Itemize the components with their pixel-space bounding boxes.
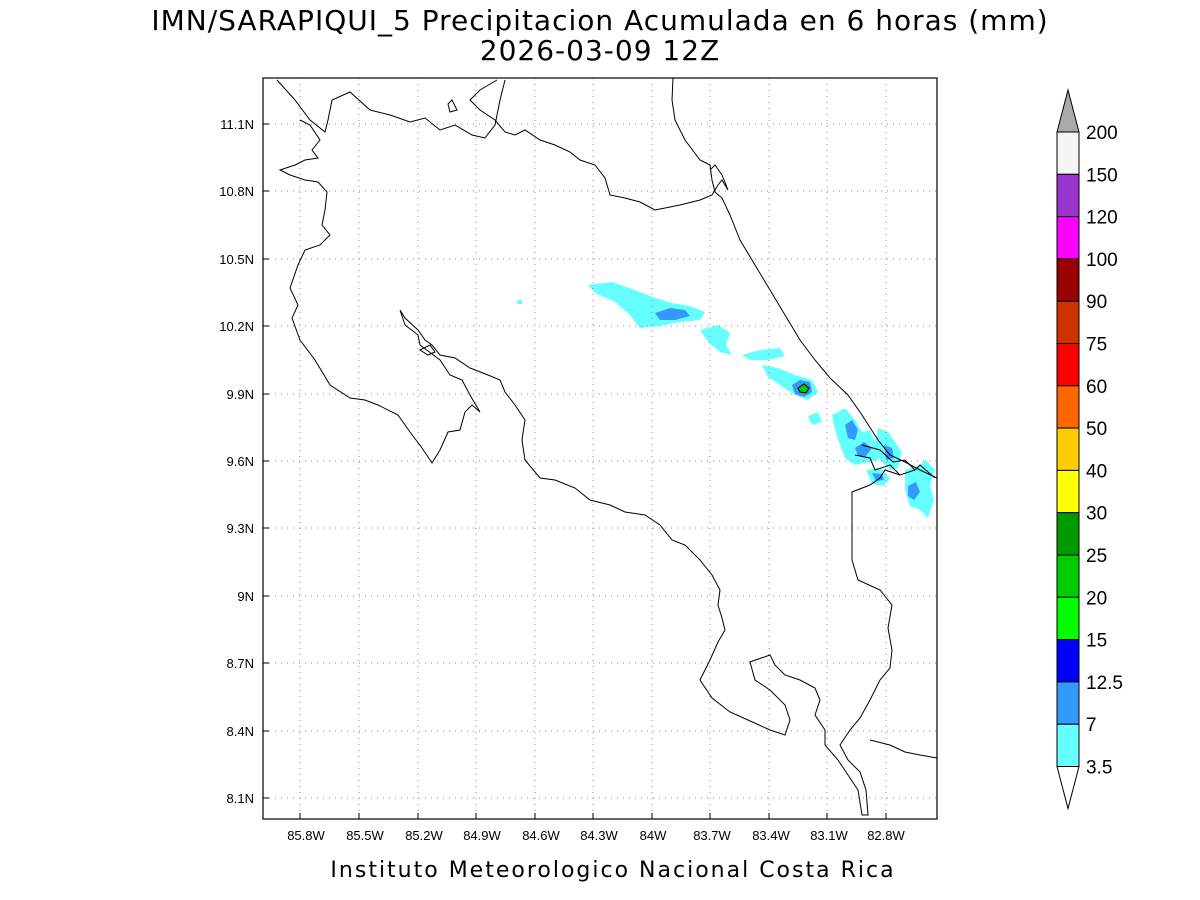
plot-frame	[262, 77, 938, 820]
lon-label: 83.7W	[693, 828, 731, 843]
lon-label: 83.1W	[810, 828, 848, 843]
lon-label: 85.2W	[405, 828, 443, 843]
precip-area-medium	[845, 420, 858, 440]
colorbar-swatch	[1056, 300, 1080, 345]
lon-label: 84.3W	[580, 828, 618, 843]
colorbar-label: 75	[1086, 335, 1107, 356]
lon-label: 84.9W	[463, 828, 501, 843]
colorbar-swatch	[1056, 639, 1080, 683]
precip-area-medium	[872, 473, 884, 481]
caribbean-coast	[671, 77, 938, 479]
lon-label: 83.4W	[752, 828, 790, 843]
lon-label: 84.6W	[522, 828, 560, 843]
colorbar-swatch	[1056, 216, 1080, 260]
precip-area-heavy	[797, 383, 810, 394]
lat-label: 8.1N	[227, 791, 254, 806]
colorbar-label: 25	[1086, 546, 1107, 567]
colorbar-swatch	[1056, 343, 1080, 387]
colorbar-label: 40	[1086, 461, 1107, 482]
colorbar-label: 30	[1086, 504, 1107, 525]
lon-label: 84W	[640, 828, 667, 843]
map-plot-area	[262, 77, 938, 820]
colorbar-swatch	[1056, 469, 1080, 514]
precip-area-medium	[908, 482, 920, 500]
precip-area-medium	[655, 308, 690, 320]
colorbar-label: 3.5	[1086, 758, 1112, 779]
lon-label: 82.8W	[867, 828, 905, 843]
colorbar-over-triangle	[1056, 88, 1080, 133]
colorbar-swatch	[1056, 385, 1080, 429]
colorbar-label: 90	[1086, 292, 1107, 313]
lat-label: 10.2N	[219, 319, 254, 334]
lat-label: 9.6N	[227, 454, 254, 469]
lon-label: 85.5W	[346, 828, 384, 843]
colorbar-label: 50	[1086, 419, 1107, 440]
colorbar-label: 200	[1086, 123, 1118, 144]
colorbar-under-triangle	[1056, 766, 1080, 811]
colorbar-swatch	[1056, 723, 1080, 768]
lat-label: 11.1N	[220, 117, 254, 132]
longitude-labels: 85.8W 85.5W 85.2W 84.9W 84.6W 84.3W 84W …	[287, 828, 905, 843]
lat-label: 10.8N	[219, 184, 254, 199]
colorbar-swatch	[1056, 131, 1080, 175]
lat-label: 8.7N	[227, 656, 254, 671]
colorbar-swatch	[1056, 596, 1080, 641]
graticule-grid	[263, 78, 937, 819]
lat-label: 9N	[237, 589, 254, 604]
precip-area-light	[742, 348, 785, 360]
lat-label: 8.4N	[227, 724, 254, 739]
colorbar-label: 12.5	[1086, 673, 1123, 694]
island-outline	[447, 99, 458, 113]
southern-coast	[869, 739, 938, 759]
footer-institution: Instituto Meteorologico Nacional Costa R…	[330, 858, 895, 883]
lon-label: 85.8W	[287, 828, 325, 843]
precipitation-areas	[517, 282, 935, 518]
colorbar-swatch	[1056, 512, 1080, 556]
nicaragua-border	[276, 79, 506, 139]
colorbar-swatch	[1056, 258, 1080, 302]
island-outline	[418, 344, 436, 356]
plot-background	[263, 78, 937, 819]
colorbar-swatch	[1056, 681, 1080, 725]
map-title: IMN/SARAPIQUI_5 Precipitacion Acumulada …	[151, 4, 1048, 37]
colorbar-legend: 200 150 120 100 90 75 60 50 40 30 25 20 15 12.5 7 3.5	[1056, 88, 1123, 811]
northern-lake-coast	[469, 79, 729, 211]
colorbar-label: 100	[1086, 250, 1118, 271]
precip-area-medium	[855, 442, 872, 456]
colorbar-label: 60	[1086, 377, 1107, 398]
colorbar-swatch	[1056, 173, 1080, 218]
costa-rica-north-border	[278, 119, 936, 816]
precip-area-light	[808, 412, 822, 425]
colorbar-label: 120	[1086, 208, 1118, 229]
colorbar-swatch	[1056, 427, 1080, 471]
lat-label: 9.3N	[227, 521, 254, 536]
precip-area-light	[517, 300, 522, 304]
lat-label: 9.9N	[227, 387, 254, 402]
colorbar-label: 20	[1086, 588, 1107, 609]
tick-marks	[263, 123, 887, 819]
precip-area-light	[905, 460, 935, 518]
colorbar-swatch	[1056, 554, 1080, 598]
colorbar-label: 7	[1086, 715, 1097, 736]
panama-border	[854, 444, 916, 476]
lat-label: 10.5N	[219, 252, 254, 267]
colorbar-label: 15	[1086, 631, 1107, 652]
precip-area-light	[700, 325, 732, 355]
coastline-borders	[276, 77, 938, 816]
map-subtitle-date: 2026-03-09 12Z	[480, 34, 720, 67]
colorbar-label: 150	[1086, 165, 1118, 186]
latitude-labels: 11.1N 10.8N 10.5N 10.2N 9.9N 9.6N 9.3N 9…	[219, 117, 254, 806]
